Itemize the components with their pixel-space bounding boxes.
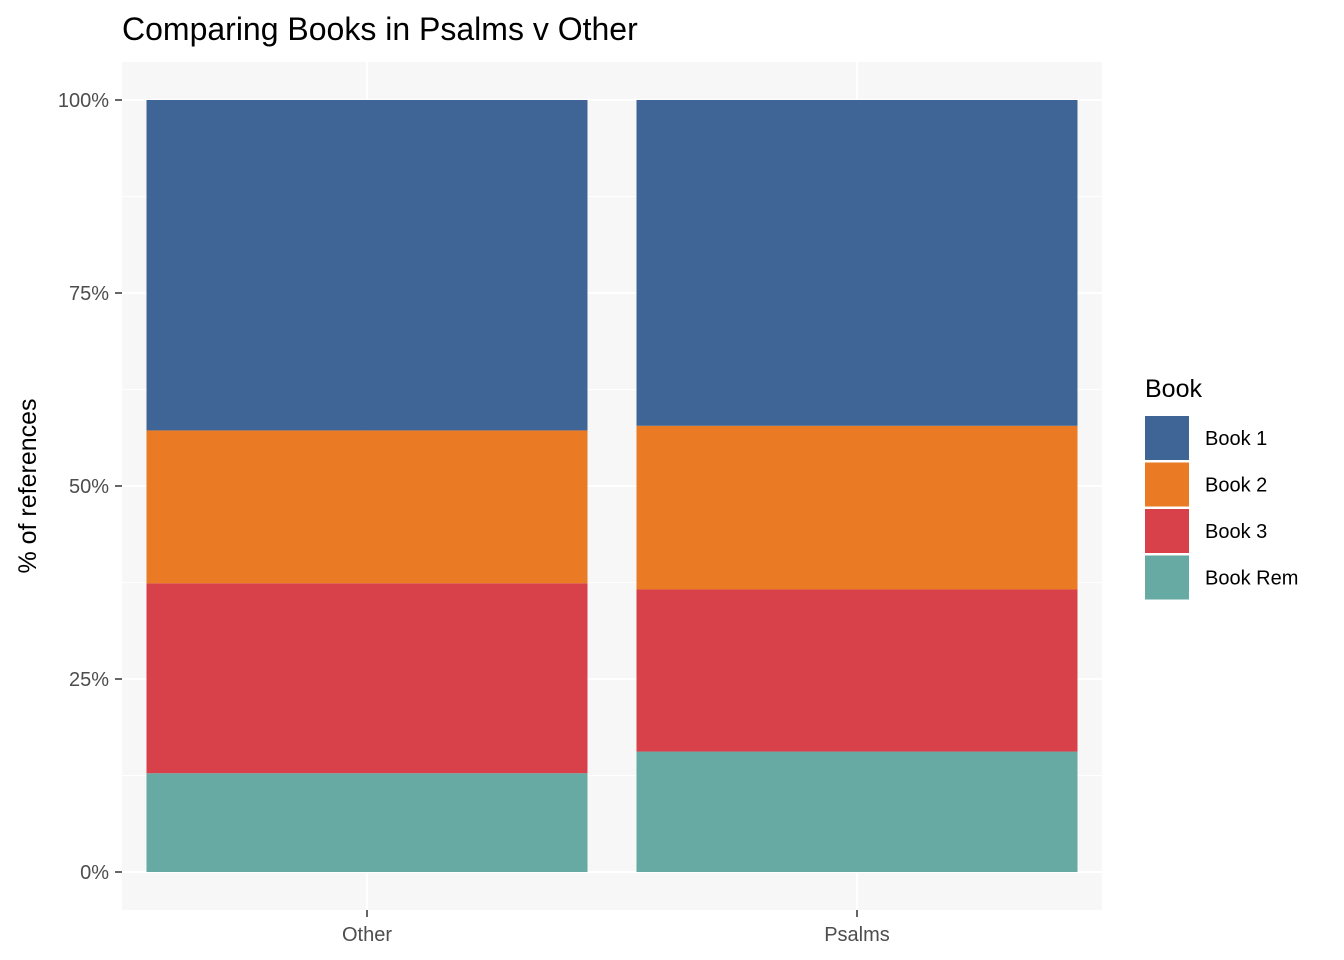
legend-label: Book 1 bbox=[1205, 428, 1267, 450]
bar-segment bbox=[146, 430, 588, 584]
bars bbox=[146, 100, 1078, 872]
y-tick-label: 0% bbox=[80, 862, 109, 884]
bar-segment bbox=[146, 583, 588, 774]
legend-key bbox=[1145, 416, 1189, 460]
y-tick-label: 100% bbox=[58, 90, 109, 112]
x-axis: Other Psalms bbox=[342, 910, 890, 946]
y-axis: 0% 25% 50% 75% 100% bbox=[58, 90, 122, 884]
y-tick-label: 50% bbox=[69, 476, 109, 498]
y-axis-title: % of references bbox=[14, 398, 42, 573]
bar-segment bbox=[636, 751, 1078, 872]
bar-segment bbox=[146, 773, 588, 872]
y-tick-label: 25% bbox=[69, 669, 109, 691]
legend-key bbox=[1145, 462, 1189, 507]
x-tick-label: Other bbox=[342, 924, 392, 946]
bar-segment bbox=[636, 425, 1078, 590]
y-tick-label: 75% bbox=[69, 283, 109, 305]
legend-key bbox=[1145, 509, 1189, 553]
legend-key bbox=[1145, 555, 1189, 600]
legend-title: Book bbox=[1145, 375, 1202, 403]
bar-segment bbox=[146, 100, 588, 431]
legend-label: Book 3 bbox=[1205, 521, 1267, 543]
bar-segment bbox=[636, 100, 1078, 426]
legend: Book Book 1 Book 2 Book 3 Book Rem bbox=[1145, 375, 1298, 600]
legend-label: Book 2 bbox=[1205, 475, 1267, 497]
x-tick-label: Psalms bbox=[824, 924, 890, 946]
bar-segment bbox=[636, 589, 1078, 752]
chart-title: Comparing Books in Psalms v Other bbox=[122, 11, 638, 47]
legend-label: Book Rem bbox=[1205, 568, 1298, 590]
